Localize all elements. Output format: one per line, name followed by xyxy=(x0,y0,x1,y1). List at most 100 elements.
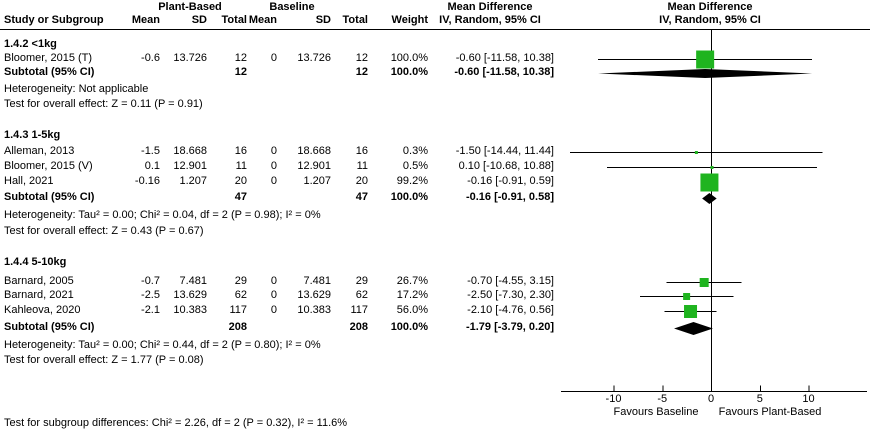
study-sd-plant: 10.383 xyxy=(173,304,207,316)
study-total-baseline: 29 xyxy=(355,275,368,287)
study-ci-text: -1.50 [-14.44, 11.44] xyxy=(455,145,554,157)
subgroup-title: 1.4.2 <1kg xyxy=(4,38,57,50)
study-mean-plant: 0.1 xyxy=(144,160,160,172)
study-sd-baseline: 13.629 xyxy=(297,289,331,301)
subtotal-total-plant: 208 xyxy=(228,321,247,333)
study-total-plant: 16 xyxy=(234,145,247,157)
study-sd-plant: 1.207 xyxy=(179,175,207,187)
subtotal-weight: 100.0% xyxy=(390,191,428,203)
study-sd-plant: 18.668 xyxy=(173,145,207,157)
subtotal-total-plant: 47 xyxy=(234,191,247,203)
md-column-subtitle: IV, Random, 95% CI xyxy=(439,14,541,26)
study-name: Bloomer, 2015 (V) xyxy=(4,160,93,172)
study-weight: 100.0% xyxy=(390,52,428,64)
effect-square xyxy=(710,166,714,169)
subgroup-title: 1.4.3 1-5kg xyxy=(4,129,61,141)
study-sd-plant: 13.629 xyxy=(173,289,207,301)
study-total-baseline: 12 xyxy=(355,52,368,64)
study-name: Barnard, 2021 xyxy=(4,289,74,301)
study-name: Barnard, 2005 xyxy=(4,275,74,287)
study-mean-baseline: 0 xyxy=(270,52,277,64)
effect-square xyxy=(699,278,709,287)
subtotal-total-plant: 12 xyxy=(234,66,247,78)
study-weight: 26.7% xyxy=(396,275,428,287)
effect-square xyxy=(684,305,698,318)
study-sd-baseline: 7.481 xyxy=(303,275,331,287)
study-ci-text: 0.10 [-10.68, 10.88] xyxy=(458,160,554,172)
study-weight: 0.5% xyxy=(402,160,428,172)
subtotal-label: Subtotal (95% CI) xyxy=(4,191,95,203)
plot-column-subtitle: IV, Random, 95% CI xyxy=(659,14,761,26)
study-ci-text: -0.60 [-11.58, 10.38] xyxy=(455,52,554,64)
col-header-total-1: Total xyxy=(221,14,247,26)
study-mean-plant: -2.1 xyxy=(141,304,160,316)
study-total-plant: 11 xyxy=(235,160,247,172)
study-ci-text: -2.10 [-4.76, 0.56] xyxy=(467,304,554,316)
effect-square xyxy=(683,293,691,300)
col-header-sd-1: SD xyxy=(191,14,207,26)
subgroup-title: 1.4.4 5-10kg xyxy=(4,256,67,268)
axis-label-favours-plant-based: Favours Plant-Based xyxy=(718,406,822,418)
study-weight: 99.2% xyxy=(396,175,428,187)
study-name: Alleman, 2013 xyxy=(4,145,75,157)
col-header-mean-2: Mean xyxy=(248,14,277,26)
study-mean-baseline: 0 xyxy=(270,289,277,301)
study-mean-plant: -0.16 xyxy=(134,175,160,187)
study-total-baseline: 11 xyxy=(356,160,368,172)
study-name: Hall, 2021 xyxy=(4,175,54,187)
study-total-baseline: 117 xyxy=(350,304,368,316)
axis-tick-label: -5 xyxy=(657,393,668,405)
plot-column-title: Mean Difference xyxy=(667,1,753,13)
study-sd-baseline: 12.901 xyxy=(297,160,331,172)
study-sd-baseline: 13.726 xyxy=(297,52,331,64)
effect-square xyxy=(694,151,698,154)
study-total-plant: 12 xyxy=(234,52,247,64)
study-total-plant: 20 xyxy=(234,175,247,187)
study-weight: 0.3% xyxy=(402,145,428,157)
subtotal-weight: 100.0% xyxy=(390,321,428,333)
axis-tick-label: 10 xyxy=(802,393,815,405)
axis-label-favours-baseline: Favours Baseline xyxy=(613,406,699,418)
heterogeneity-text: Heterogeneity: Tau² = 0.00; Chi² = 0.04,… xyxy=(4,209,321,221)
heterogeneity-text: Heterogeneity: Tau² = 0.00; Chi² = 0.44,… xyxy=(4,339,321,351)
study-mean-plant: -2.5 xyxy=(141,289,160,301)
study-name: Kahleova, 2020 xyxy=(4,304,81,316)
subtotal-ci-text: -1.79 [-3.79, 0.20] xyxy=(465,321,554,333)
overall-effect-text: Test for overall effect: Z = 0.11 (P = 0… xyxy=(4,98,203,110)
study-sd-baseline: 1.207 xyxy=(303,175,331,187)
subtotal-total-baseline: 12 xyxy=(355,66,368,78)
effect-square xyxy=(696,50,715,69)
study-total-plant: 62 xyxy=(234,289,247,301)
group-header-baseline: Baseline xyxy=(269,1,315,13)
col-header-total-2: Total xyxy=(342,14,368,26)
axis-tick-label: 0 xyxy=(707,393,715,405)
subtotal-total-baseline: 208 xyxy=(349,321,368,333)
subtotal-label: Subtotal (95% CI) xyxy=(4,66,95,78)
study-sd-plant: 12.901 xyxy=(173,160,207,172)
overall-effect-text: Test for overall effect: Z = 0.43 (P = 0… xyxy=(4,225,204,237)
study-ci-text: -0.70 [-4.55, 3.15] xyxy=(467,275,554,287)
study-sd-plant: 7.481 xyxy=(179,275,207,287)
study-total-plant: 29 xyxy=(234,275,247,287)
subgroup-differences-test: Test for subgroup differences: Chi² = 2.… xyxy=(4,417,348,429)
study-weight: 56.0% xyxy=(396,304,428,316)
subtotal-label: Subtotal (95% CI) xyxy=(4,321,95,333)
study-mean-baseline: 0 xyxy=(270,145,277,157)
study-name: Bloomer, 2015 (T) xyxy=(4,52,93,64)
study-mean-plant: -0.6 xyxy=(141,52,160,64)
subtotal-weight: 100.0% xyxy=(390,66,428,78)
group-header-plant-based: Plant-Based xyxy=(158,1,222,13)
study-weight: 17.2% xyxy=(396,289,428,301)
axis-tick-label: -10 xyxy=(605,393,622,405)
study-mean-baseline: 0 xyxy=(270,160,277,172)
axis-tick-label: 5 xyxy=(756,393,763,405)
subtotal-total-baseline: 47 xyxy=(355,191,368,203)
study-total-baseline: 20 xyxy=(355,175,368,187)
study-total-baseline: 16 xyxy=(355,145,368,157)
study-ci-text: -2.50 [-7.30, 2.30] xyxy=(467,289,554,301)
study-total-plant: 117 xyxy=(229,304,247,316)
study-sd-baseline: 18.668 xyxy=(297,145,331,157)
study-ci-text: -0.16 [-0.91, 0.59] xyxy=(467,175,554,187)
